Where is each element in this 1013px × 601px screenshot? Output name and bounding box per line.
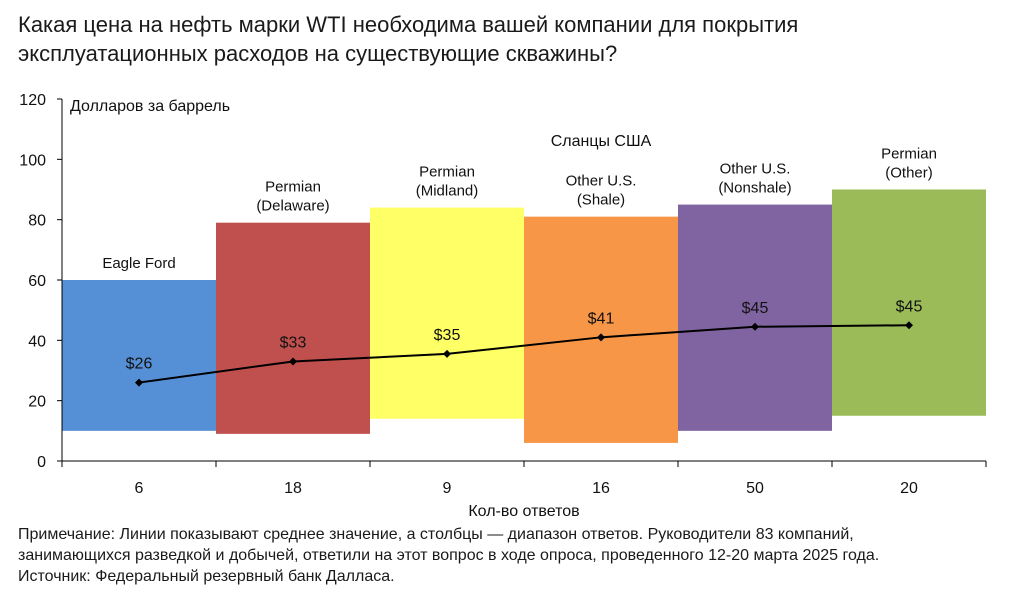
category-label: (Shale) — [577, 192, 625, 209]
x-tick-label: 18 — [284, 480, 302, 497]
chart-title: Какая цена на нефть марки WTI необходима… — [18, 10, 998, 68]
category-label: Permian — [265, 179, 321, 196]
y-axis-title: Долларов за баррель — [70, 98, 230, 115]
y-tick-label: 40 — [28, 333, 46, 350]
mean-point — [135, 378, 143, 387]
footnote-line-1: Примечание: Линии показывают среднее зна… — [18, 526, 854, 543]
mean-value-label: $45 — [896, 298, 923, 315]
range-bar — [524, 216, 678, 443]
x-tick-label: 9 — [443, 480, 452, 497]
mean-value-label: $35 — [434, 327, 461, 344]
mean-value-label: $41 — [588, 310, 615, 327]
range-bar — [216, 222, 370, 434]
category-label: (Midland) — [416, 183, 479, 200]
chart-title-line-2: эксплуатационных расходов на существующи… — [18, 41, 618, 66]
y-tick-label: 0 — [37, 454, 46, 471]
mean-value-label: $45 — [742, 300, 769, 317]
range-bar — [370, 207, 524, 419]
mean-point — [905, 321, 913, 330]
category-label: Permian — [419, 164, 475, 181]
category-label: (Nonshale) — [718, 180, 791, 197]
range-bar — [62, 280, 216, 431]
y-tick-label: 60 — [28, 273, 46, 290]
mean-point — [751, 322, 759, 331]
mean-value-label: $26 — [126, 356, 153, 373]
mean-point — [443, 349, 451, 358]
y-tick-label: 20 — [28, 394, 46, 411]
mean-value-label: $33 — [280, 334, 307, 351]
x-tick-label: 6 — [135, 480, 144, 497]
category-label: Other U.S. — [720, 161, 791, 178]
x-axis-title: Кол-во ответов — [468, 503, 579, 520]
y-tick-label: 100 — [19, 152, 46, 169]
footnote-source: Источник: Федеральный резервный банк Дал… — [18, 568, 395, 585]
range-bar — [832, 189, 986, 416]
x-tick-label: 16 — [592, 480, 610, 497]
category-label: Eagle Ford — [102, 255, 175, 272]
mean-point — [289, 357, 297, 366]
category-label: (Other) — [885, 165, 933, 182]
mean-point — [597, 333, 605, 342]
group-label: Сланцы США — [551, 133, 652, 150]
x-tick-label: 20 — [900, 480, 918, 497]
y-tick-label: 120 — [19, 92, 46, 109]
chart-title-line-1: Какая цена на нефть марки WTI необходима… — [18, 12, 799, 37]
category-label: Other U.S. — [566, 173, 637, 190]
chart-footnote: Примечание: Линии показывают среднее зна… — [18, 524, 1008, 587]
mean-line — [138, 324, 910, 384]
y-tick-label: 80 — [28, 213, 46, 230]
range-bar — [678, 204, 832, 431]
x-tick-label: 50 — [746, 480, 764, 497]
category-label: (Delaware) — [256, 198, 329, 215]
category-label: Permian — [881, 146, 937, 163]
footnote-line-2: занимающихся разведкой и добычей, ответи… — [18, 547, 880, 564]
